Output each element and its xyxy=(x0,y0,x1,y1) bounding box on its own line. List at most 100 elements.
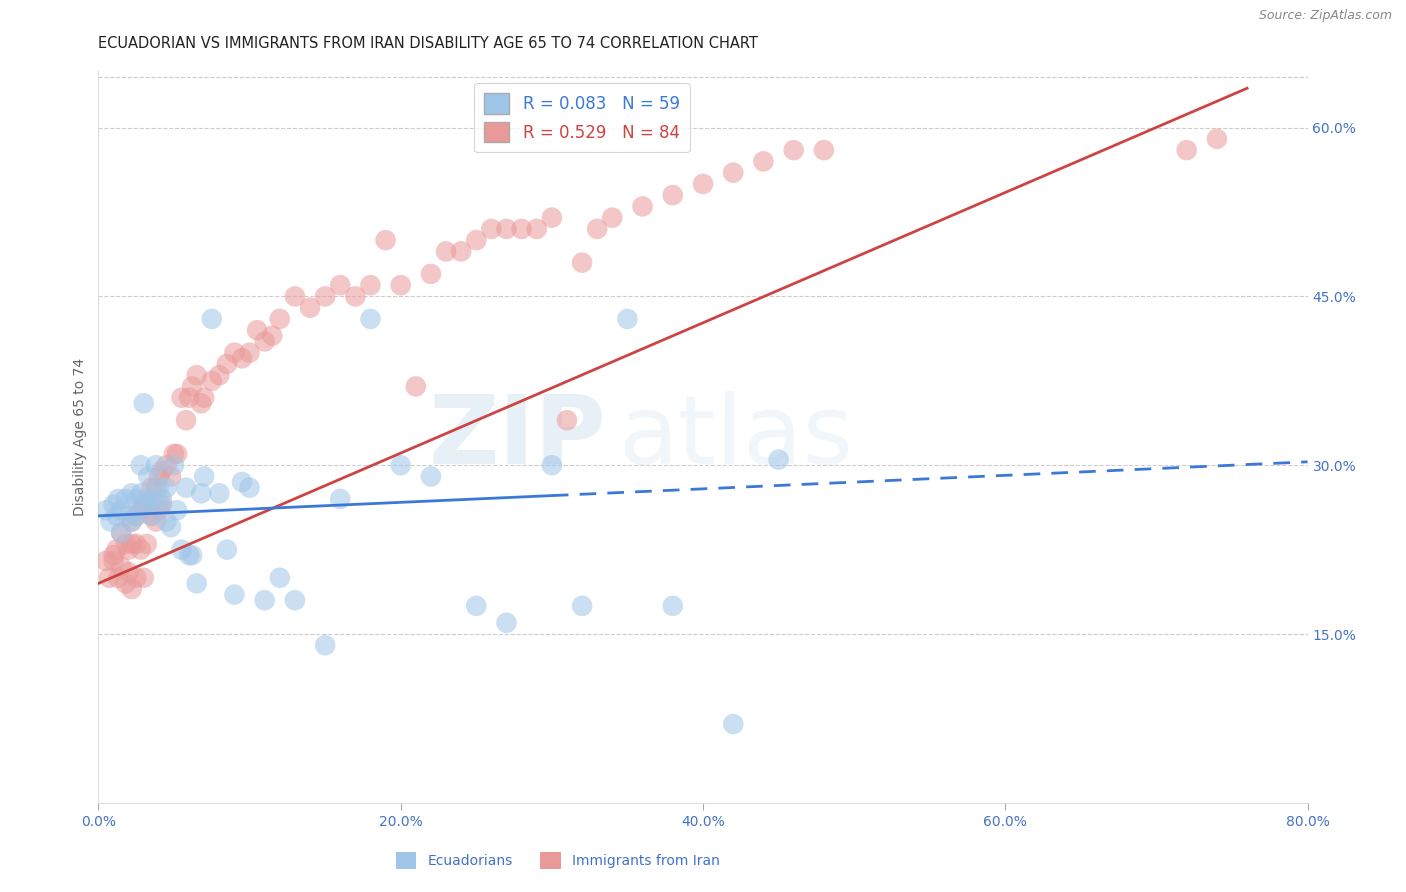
Point xyxy=(105,508,128,523)
Point xyxy=(160,520,183,534)
Point xyxy=(201,312,224,326)
Point xyxy=(571,599,593,613)
Point xyxy=(145,458,167,473)
Point xyxy=(269,312,291,326)
Point xyxy=(110,559,132,574)
Point xyxy=(100,515,122,529)
Point xyxy=(179,548,201,562)
Point xyxy=(510,222,533,236)
Point xyxy=(141,508,163,523)
Point xyxy=(405,379,427,393)
Point xyxy=(148,481,170,495)
Point xyxy=(723,717,745,731)
Point xyxy=(540,211,562,225)
Point xyxy=(586,222,609,236)
Point xyxy=(181,379,204,393)
Point xyxy=(389,278,412,293)
Point xyxy=(434,244,457,259)
Point xyxy=(103,498,125,512)
Point xyxy=(813,143,835,157)
Point xyxy=(125,537,148,551)
Point xyxy=(555,413,578,427)
Point xyxy=(132,498,155,512)
Point xyxy=(121,515,143,529)
Point xyxy=(360,312,382,326)
Point xyxy=(141,481,163,495)
Point xyxy=(136,469,159,483)
Point xyxy=(231,475,253,489)
Point xyxy=(103,548,125,562)
Point xyxy=(118,508,141,523)
Point xyxy=(170,391,193,405)
Point xyxy=(110,525,132,540)
Point xyxy=(94,503,117,517)
Point xyxy=(110,503,132,517)
Point xyxy=(190,396,212,410)
Point xyxy=(186,576,208,591)
Point xyxy=(129,486,152,500)
Point xyxy=(752,154,775,169)
Point xyxy=(174,481,197,495)
Point xyxy=(105,542,128,557)
Point xyxy=(481,222,503,236)
Point xyxy=(631,199,654,213)
Point xyxy=(163,447,186,461)
Point xyxy=(170,542,193,557)
Point xyxy=(299,301,322,315)
Point xyxy=(125,571,148,585)
Point xyxy=(186,368,208,383)
Point xyxy=(374,233,396,247)
Point xyxy=(246,323,269,337)
Point xyxy=(148,469,170,483)
Point xyxy=(121,537,143,551)
Point xyxy=(253,593,276,607)
Point xyxy=(284,289,307,303)
Text: ZIP: ZIP xyxy=(429,391,606,483)
Point xyxy=(166,503,188,517)
Point xyxy=(114,491,136,506)
Point xyxy=(132,498,155,512)
Legend: Ecuadorians, Immigrants from Iran: Ecuadorians, Immigrants from Iran xyxy=(395,852,720,869)
Point xyxy=(179,391,201,405)
Point xyxy=(239,481,262,495)
Point xyxy=(662,188,685,202)
Point xyxy=(329,278,352,293)
Point xyxy=(150,491,173,506)
Point xyxy=(163,458,186,473)
Point xyxy=(571,255,593,269)
Point xyxy=(495,222,517,236)
Point xyxy=(783,143,806,157)
Point xyxy=(723,166,745,180)
Point xyxy=(193,469,215,483)
Point xyxy=(114,576,136,591)
Point xyxy=(103,554,125,568)
Point xyxy=(193,391,215,405)
Point xyxy=(329,491,352,506)
Point xyxy=(150,498,173,512)
Point xyxy=(540,458,562,473)
Point xyxy=(602,211,624,225)
Point xyxy=(155,515,177,529)
Point xyxy=(135,537,157,551)
Point xyxy=(231,351,253,366)
Point xyxy=(125,508,148,523)
Point xyxy=(201,374,224,388)
Point xyxy=(526,222,548,236)
Point xyxy=(121,486,143,500)
Point xyxy=(215,542,238,557)
Point xyxy=(239,345,262,359)
Point xyxy=(420,469,443,483)
Point xyxy=(389,458,412,473)
Point xyxy=(344,289,367,303)
Point xyxy=(450,244,472,259)
Point xyxy=(616,312,638,326)
Point xyxy=(314,289,336,303)
Point xyxy=(155,458,177,473)
Point xyxy=(208,486,231,500)
Point xyxy=(129,542,152,557)
Point xyxy=(129,458,152,473)
Point xyxy=(224,345,246,359)
Point xyxy=(190,486,212,500)
Point xyxy=(465,233,488,247)
Point xyxy=(132,396,155,410)
